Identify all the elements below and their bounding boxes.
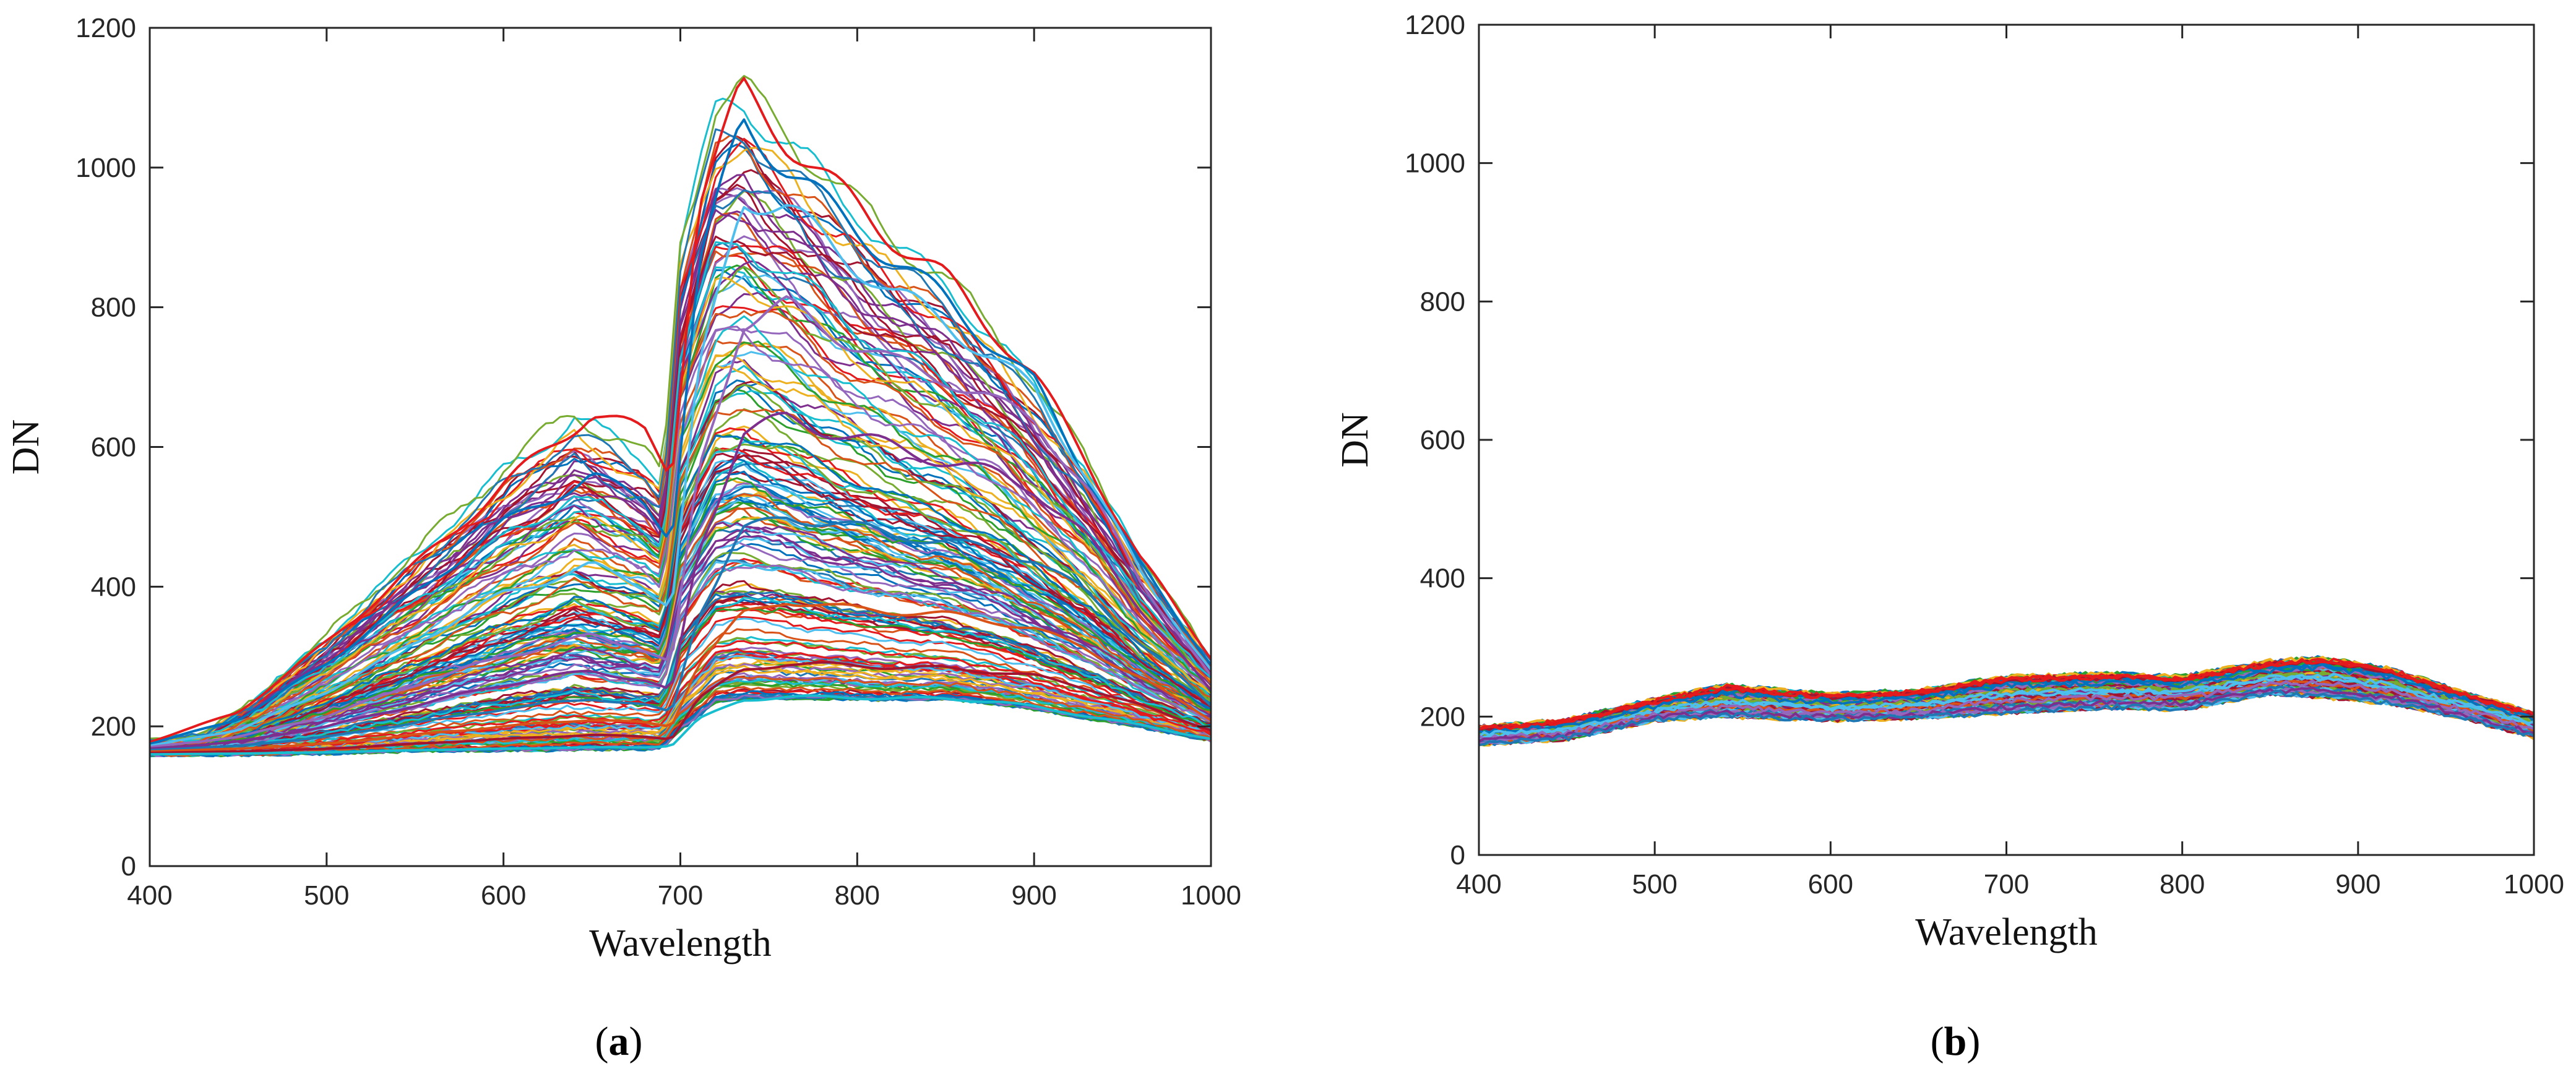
y-axis-label-b: DN xyxy=(1334,412,1376,468)
axis-ticks-b: 400 500 600 700 800 900 1000 0 200 400 600 800 1000 1… xyxy=(1405,10,2564,900)
x-tick-label: 1000 xyxy=(1181,880,1241,911)
y-tick-label: 1200 xyxy=(1405,10,1465,40)
spectrum-line xyxy=(149,522,1212,753)
series-s8 xyxy=(149,661,1212,755)
spectrum-line xyxy=(149,492,1212,751)
spectrum-line xyxy=(149,342,1212,748)
y-tick-label: 1200 xyxy=(75,13,136,43)
panel-label-a-open: ( xyxy=(595,1019,609,1064)
series-t6 xyxy=(1478,690,2535,747)
panel-label-a-letter: a xyxy=(609,1019,629,1064)
panel-label-b: (b) xyxy=(1931,1019,1981,1064)
chart-panel-a: 400 500 600 700 800 900 1000 0 200 400 600 800 1000 1… xyxy=(5,13,1241,1064)
series-s5 xyxy=(149,411,1212,750)
y-tick-label: 400 xyxy=(91,572,136,602)
x-tick-label: 800 xyxy=(2160,869,2205,900)
x-tick-label: 500 xyxy=(1632,869,1677,900)
x-tick-label: 600 xyxy=(481,880,526,911)
series-t3 xyxy=(1478,672,2535,738)
x-tick-label: 400 xyxy=(1456,869,1501,900)
y-tick-label: 1000 xyxy=(1405,148,1465,179)
spectrum-line xyxy=(149,325,1212,749)
spectra-lines-b xyxy=(1478,655,2535,747)
y-tick-label: 0 xyxy=(121,851,136,882)
x-tick-label: 600 xyxy=(1808,869,1853,900)
series-t2 xyxy=(1478,663,2535,734)
y-axis-label-a: DN xyxy=(5,419,47,475)
y-tick-label: 1000 xyxy=(75,153,136,183)
panel-label-a-close: ) xyxy=(629,1019,643,1064)
panel-label-a: (a) xyxy=(595,1019,643,1064)
y-tick-label: 200 xyxy=(1420,702,1465,732)
series-t1 xyxy=(1478,658,2535,731)
series-s1 xyxy=(149,77,1212,744)
spectrum-line xyxy=(149,75,1212,740)
x-axis-label-a: Wavelength xyxy=(589,922,772,964)
spectrum-line xyxy=(149,477,1212,750)
y-tick-label: 400 xyxy=(1420,564,1465,594)
x-tick-label: 700 xyxy=(658,880,703,911)
x-axis-label-b: Wavelength xyxy=(1915,911,2098,953)
y-tick-label: 800 xyxy=(91,293,136,323)
series-s3 xyxy=(149,204,1212,747)
x-tick-label: 800 xyxy=(835,880,880,911)
panel-label-b-close: ) xyxy=(1966,1019,1980,1064)
axis-ticks-a: 400 500 600 700 800 900 1000 0 200 400 600 800 1000 1… xyxy=(75,13,1241,911)
x-tick-label: 900 xyxy=(1011,880,1056,911)
x-tick-label: 900 xyxy=(2335,869,2380,900)
chart-panel-b: 400 500 600 700 800 900 1000 0 200 400 600 800 1000 1… xyxy=(1334,10,2564,1064)
series-s6 xyxy=(149,516,1212,752)
series-s9 xyxy=(149,694,1212,756)
y-tick-label: 600 xyxy=(1420,425,1465,455)
y-tick-label: 800 xyxy=(1420,286,1465,317)
series-t4 xyxy=(1478,679,2535,741)
spectrum-line xyxy=(149,210,1212,747)
spectrum-line xyxy=(149,434,1212,750)
x-tick-label: 400 xyxy=(127,880,172,911)
y-tick-label: 200 xyxy=(91,711,136,742)
series-s2 xyxy=(149,118,1212,745)
y-tick-label: 0 xyxy=(1450,840,1465,870)
panel-label-b-open: ( xyxy=(1931,1019,1944,1064)
y-tick-label: 600 xyxy=(91,432,136,463)
spectrum-line xyxy=(149,408,1212,749)
spectra-lines-a xyxy=(149,75,1212,758)
x-tick-label: 500 xyxy=(304,880,349,911)
x-tick-label: 700 xyxy=(1984,869,2029,900)
series-t5 xyxy=(1478,686,2535,743)
spectrum-line xyxy=(149,128,1212,741)
x-tick-label: 1000 xyxy=(2504,869,2564,900)
series-s7 xyxy=(149,603,1212,753)
series-s4 xyxy=(149,295,1212,749)
panel-label-b-letter: b xyxy=(1944,1019,1967,1064)
